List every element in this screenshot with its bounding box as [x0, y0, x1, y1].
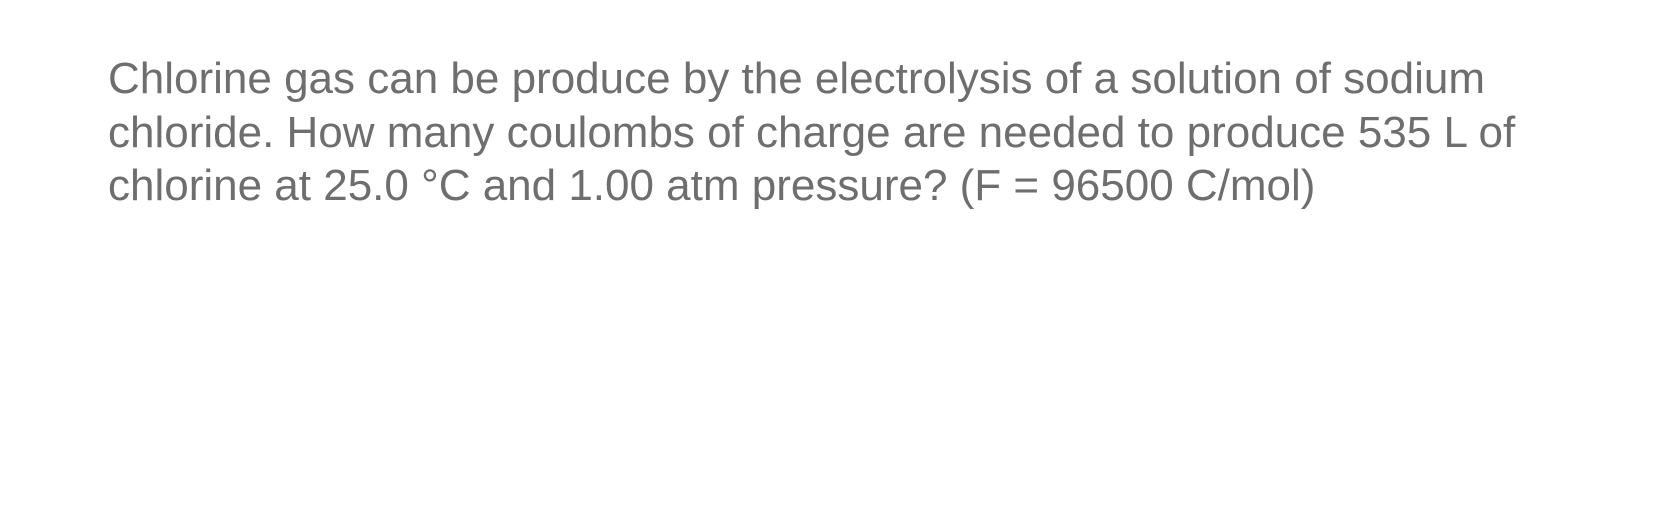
question-text: Chlorine gas can be produce by the elect…: [108, 52, 1576, 213]
